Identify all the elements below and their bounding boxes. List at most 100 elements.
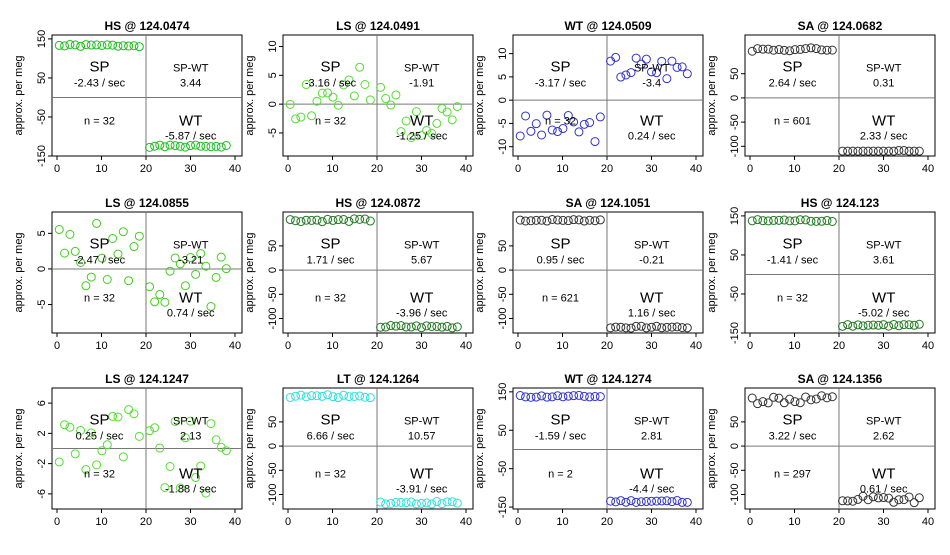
data-point bbox=[914, 146, 924, 156]
data-point bbox=[790, 216, 800, 226]
data-point bbox=[595, 215, 605, 225]
wt-label: WT bbox=[410, 289, 433, 306]
data-point bbox=[822, 215, 832, 225]
data-point bbox=[102, 40, 112, 50]
wt-rate: 0.61 / sec bbox=[860, 483, 908, 495]
data-point bbox=[753, 399, 763, 409]
data-point bbox=[160, 142, 170, 152]
data-point bbox=[333, 215, 343, 225]
x-tick-label: 40 bbox=[229, 340, 241, 352]
x-tick-label: 20 bbox=[601, 516, 613, 528]
data-point bbox=[611, 497, 621, 507]
data-point bbox=[291, 114, 301, 124]
x-tick-label: 10 bbox=[326, 516, 338, 528]
data-point bbox=[657, 56, 667, 66]
data-point bbox=[339, 214, 349, 224]
data-point bbox=[595, 112, 605, 122]
data-point bbox=[848, 321, 858, 331]
data-point bbox=[647, 496, 656, 506]
data-point bbox=[682, 323, 692, 333]
wt-rate: -5.87 / sec bbox=[165, 130, 217, 142]
plot-frame bbox=[512, 34, 704, 157]
data-point bbox=[811, 44, 821, 54]
data-point bbox=[360, 79, 370, 89]
data-point bbox=[129, 242, 139, 252]
n-count: n = 32 bbox=[84, 468, 115, 480]
data-point bbox=[442, 321, 452, 331]
data-point bbox=[344, 216, 354, 226]
data-point bbox=[175, 259, 185, 269]
data-point bbox=[521, 111, 531, 121]
data-point bbox=[904, 146, 914, 156]
data-point bbox=[452, 322, 462, 332]
x-tick-label: 10 bbox=[556, 163, 568, 175]
data-point bbox=[626, 323, 636, 333]
n-count: n = 297 bbox=[774, 468, 811, 480]
sp-label: SP bbox=[89, 411, 109, 428]
x-tick-label: 40 bbox=[922, 163, 934, 175]
data-point bbox=[432, 118, 442, 128]
plot-frame bbox=[744, 34, 936, 157]
data-point bbox=[672, 496, 682, 506]
data-point bbox=[124, 276, 134, 286]
data-point bbox=[186, 141, 195, 151]
data-point bbox=[909, 498, 919, 508]
data-point bbox=[70, 40, 80, 50]
data-point bbox=[909, 146, 919, 156]
chart-panel: SA @ 124.1356 0 10 20 30 40 50 0 -50 -100 approx. … bbox=[706, 372, 936, 528]
y-tick-label: 5 bbox=[267, 72, 279, 78]
data-point bbox=[401, 498, 411, 508]
data-point bbox=[806, 43, 816, 53]
data-point bbox=[175, 141, 185, 151]
y-tick-label: 150 bbox=[36, 30, 48, 48]
data-point bbox=[521, 392, 531, 402]
data-point bbox=[365, 216, 375, 226]
data-point bbox=[422, 125, 432, 135]
spwt-value: 0.31 bbox=[873, 77, 894, 89]
data-point bbox=[391, 321, 401, 331]
y-tick-label: -100 bbox=[729, 135, 741, 157]
n-count: n = 621 bbox=[542, 292, 579, 304]
data-point bbox=[806, 395, 816, 405]
wt-rate: -4.4 / sec bbox=[629, 483, 675, 495]
data-point bbox=[790, 397, 800, 407]
y-tick-label: 10 bbox=[497, 47, 509, 59]
wt-label: WT bbox=[179, 465, 202, 482]
spwt-value: 2.13 bbox=[180, 430, 201, 442]
data-point bbox=[631, 53, 641, 63]
spwt-value: -3.21 bbox=[178, 254, 203, 266]
wt-label: WT bbox=[872, 289, 895, 306]
y-tick-label: -50 bbox=[729, 462, 741, 478]
data-point bbox=[747, 216, 757, 226]
data-point bbox=[531, 215, 541, 225]
data-point bbox=[312, 391, 322, 401]
data-point bbox=[411, 321, 421, 331]
data-point bbox=[396, 127, 406, 137]
sp-rate: -3.16 / sec bbox=[305, 77, 357, 89]
data-point bbox=[817, 45, 827, 55]
data-point bbox=[155, 290, 165, 300]
data-point bbox=[401, 116, 411, 126]
y-axis-label: approx. per meg bbox=[13, 408, 25, 488]
data-point bbox=[134, 42, 144, 52]
x-tick-label: 30 bbox=[415, 340, 427, 352]
wt-label: WT bbox=[179, 289, 202, 306]
data-point bbox=[779, 215, 789, 225]
y-tick-label: -50 bbox=[729, 114, 741, 130]
y-axis-label: approx. per meg bbox=[706, 232, 718, 312]
data-point bbox=[769, 392, 779, 402]
data-point bbox=[97, 446, 107, 456]
chart-title: SA @ 124.1051 bbox=[566, 196, 651, 210]
data-point bbox=[191, 473, 201, 483]
sp-label: SP bbox=[320, 411, 340, 428]
data-point bbox=[180, 142, 190, 152]
sp-label: SP bbox=[782, 58, 802, 75]
data-point bbox=[563, 391, 573, 401]
x-tick-label: 0 bbox=[515, 516, 521, 528]
y-tick-label: -150 bbox=[729, 322, 741, 344]
chart-panel: HS @ 124.123 0 10 20 30 40 150 50 -50 -150 approx.… bbox=[706, 196, 936, 352]
data-point bbox=[54, 457, 64, 467]
plot-frame bbox=[512, 387, 704, 510]
data-point bbox=[118, 41, 128, 51]
chart-title: LT @ 124.1264 bbox=[337, 372, 420, 386]
